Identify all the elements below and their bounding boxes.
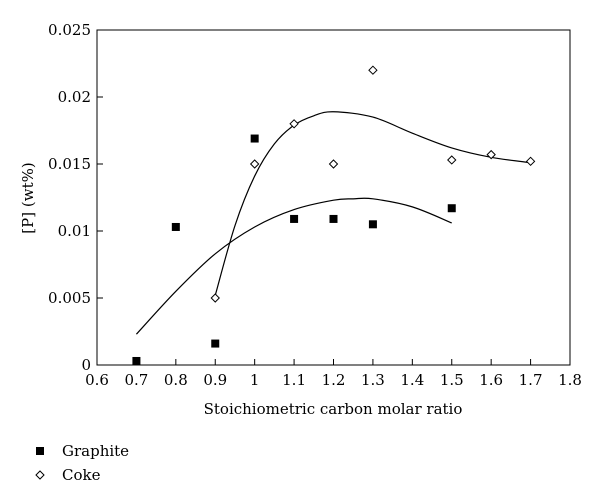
x-tick-label: 1 [250, 371, 260, 389]
x-tick-label: 1.4 [400, 371, 424, 389]
data-point-coke [249, 159, 260, 169]
y-tick-label: 0.02 [58, 88, 91, 106]
data-point-graphite [171, 222, 180, 231]
plot-frame [96, 29, 571, 366]
trend-curve-coke [214, 111, 531, 296]
y-tick-label: 0.015 [48, 155, 91, 173]
trend-curve-graphite [135, 197, 452, 335]
data-point-coke [486, 149, 496, 160]
data-point-graphite [211, 339, 220, 348]
y-tick-label: 0.005 [48, 289, 91, 307]
data-point-coke [328, 159, 339, 169]
data-point-coke [289, 119, 299, 129]
data-point-graphite [329, 214, 338, 223]
x-tick-label: 1.3 [361, 371, 385, 389]
x-tick-label: 1.6 [479, 371, 503, 389]
y-tick-label: 0.025 [48, 21, 91, 39]
y-axis-ticks: 0 0.005 0.01 0.015 0.02 0.025 [48, 21, 103, 374]
data-point-graphite [132, 356, 141, 365]
legend-marker-coke [35, 470, 45, 480]
x-tick-label: 1.7 [519, 371, 543, 389]
data-point-coke [368, 65, 378, 75]
data-point-coke [210, 293, 220, 303]
x-tick-label: 1.5 [440, 371, 464, 389]
data-point-graphite [290, 214, 299, 223]
x-tick-label: 0.9 [203, 371, 227, 389]
data-points [132, 65, 536, 365]
legend-label-coke: Coke [62, 466, 101, 484]
x-axis-title: Stoichiometric carbon molar ratio [204, 400, 463, 418]
data-point-graphite [250, 134, 259, 143]
x-tick-label: 0.8 [164, 371, 188, 389]
y-tick-label: 0.01 [58, 222, 91, 240]
x-axis-ticks: 0.6 0.7 0.8 0.9 1 1.1 1.2 1.3 1.4 1.5 1.6 1.7 1.8 [85, 359, 582, 389]
legend: Graphite Coke [35, 442, 129, 484]
x-tick-label: 1.8 [558, 371, 582, 389]
x-tick-label: 1.2 [322, 371, 346, 389]
x-tick-label: 0.7 [124, 371, 148, 389]
x-tick-label: 0.6 [85, 371, 109, 389]
legend-marker-graphite [36, 447, 44, 455]
legend-label-graphite: Graphite [62, 442, 129, 460]
trend-curves [135, 111, 531, 335]
y-tick-label: 0 [81, 356, 91, 374]
data-point-coke [447, 155, 457, 165]
data-point-coke [525, 156, 536, 167]
data-point-graphite [368, 220, 377, 229]
y-axis-title: [P] (wt%) [19, 162, 37, 233]
x-tick-label: 1.1 [282, 371, 306, 389]
data-point-graphite [447, 204, 456, 213]
